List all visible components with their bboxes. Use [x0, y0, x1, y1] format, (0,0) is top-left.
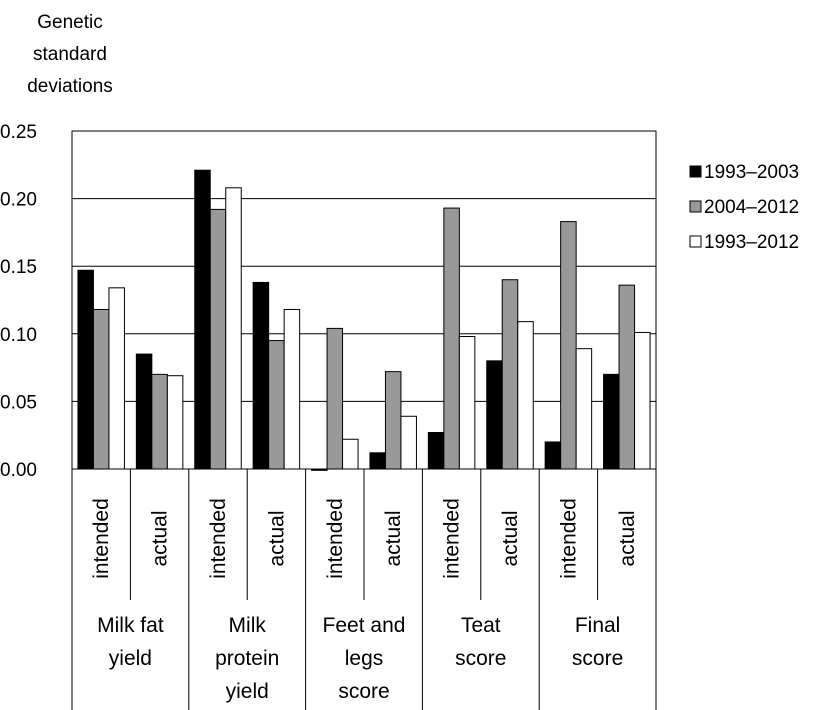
group-label: Milk [229, 614, 267, 637]
subcategory-label: actual [265, 510, 288, 566]
bar-1993-2012-8 [575, 348, 593, 470]
bar-1993-2003-1 [135, 353, 153, 470]
legend-swatch [689, 165, 702, 178]
bar-1993-2012-4 [342, 438, 359, 470]
y-tick-label: 0.20 [0, 190, 37, 211]
group-label: score [455, 647, 506, 670]
bar-2004-2012-0 [92, 308, 110, 470]
bar-1993-2003-5 [369, 452, 386, 470]
bar-2004-2012-5 [384, 371, 402, 470]
subcategory-label: intended [90, 498, 113, 579]
bar-1993-2012-0 [108, 287, 125, 470]
subcategory-label: actual [616, 510, 639, 566]
bars [77, 169, 651, 471]
group-label: yield [226, 680, 269, 703]
category-table: intended actual intended actual intended actu… [71, 469, 657, 710]
bar-2004-2012-2 [209, 208, 227, 470]
y-tick-label: 0.00 [0, 460, 37, 481]
subcategory-label: intended [557, 498, 580, 579]
subcategory-label: actual [382, 510, 405, 566]
bar-1993-2012-1 [166, 375, 184, 470]
bar-2004-2012-3 [268, 340, 285, 470]
y-tick-label: 0.10 [0, 325, 37, 346]
bar-1993-2003-3 [252, 281, 270, 470]
bar-1993-2003-6 [427, 431, 445, 470]
legend-swatch [689, 200, 702, 213]
group-label: protein [215, 647, 279, 670]
bar-1993-2012-3 [283, 308, 301, 470]
bar-1993-2003-0 [77, 269, 94, 470]
y-axis-title-line-1: Genetic [37, 12, 102, 33]
bar-1993-2003-9 [603, 373, 620, 470]
bar-2004-2012-1 [151, 373, 168, 470]
bar-1993-2003-2 [194, 169, 211, 470]
subcategory-label: intended [441, 498, 464, 579]
subcategory-label: intended [207, 498, 230, 579]
group-label: yield [109, 647, 152, 670]
bar-1993-2003-7 [486, 360, 503, 470]
y-tick-label: 0.25 [0, 122, 37, 143]
bar-2004-2012-7 [501, 279, 519, 470]
legend-label: 1993–2012 [704, 232, 799, 253]
legend-swatch [689, 235, 702, 248]
bar-1993-2012-5 [400, 415, 417, 470]
y-axis-title: Genetic standard deviations [27, 12, 113, 97]
bar-1993-2003-8 [544, 441, 562, 470]
group-label: Milk fat [97, 614, 164, 637]
group-label: score [572, 647, 623, 670]
group-label: Feet and [323, 614, 406, 637]
bar-2004-2012-6 [443, 207, 460, 470]
group-label: Final [575, 614, 621, 637]
bar-1993-2012-7 [517, 321, 534, 470]
bar-2004-2012-9 [618, 284, 636, 470]
legend: 1993–2003 2004–2012 1993–2012 [689, 162, 799, 253]
y-axis-title-line-3: deviations [27, 76, 113, 97]
y-tick-label: 0.05 [0, 392, 37, 413]
bar-1993-2012-9 [634, 331, 651, 470]
y-tick-label: 0.15 [0, 257, 37, 278]
bar-2004-2012-8 [560, 221, 577, 470]
subcategory-label: intended [324, 498, 347, 579]
group-label: legs [345, 647, 384, 670]
group-label: Teat [461, 614, 501, 637]
y-tick-labels: 0.00 0.05 0.10 0.15 0.20 0.25 [0, 122, 37, 481]
group-label: score [338, 680, 389, 703]
subcategory-label: actual [499, 510, 522, 566]
bar-1993-2012-6 [458, 336, 476, 470]
legend-label: 1993–2003 [704, 162, 799, 183]
bar-2004-2012-4 [326, 327, 344, 470]
subcategory-label: actual [149, 510, 172, 566]
bar-1993-2012-2 [225, 187, 242, 470]
y-axis-title-line-2: standard [33, 44, 107, 65]
legend-label: 2004–2012 [704, 197, 799, 218]
